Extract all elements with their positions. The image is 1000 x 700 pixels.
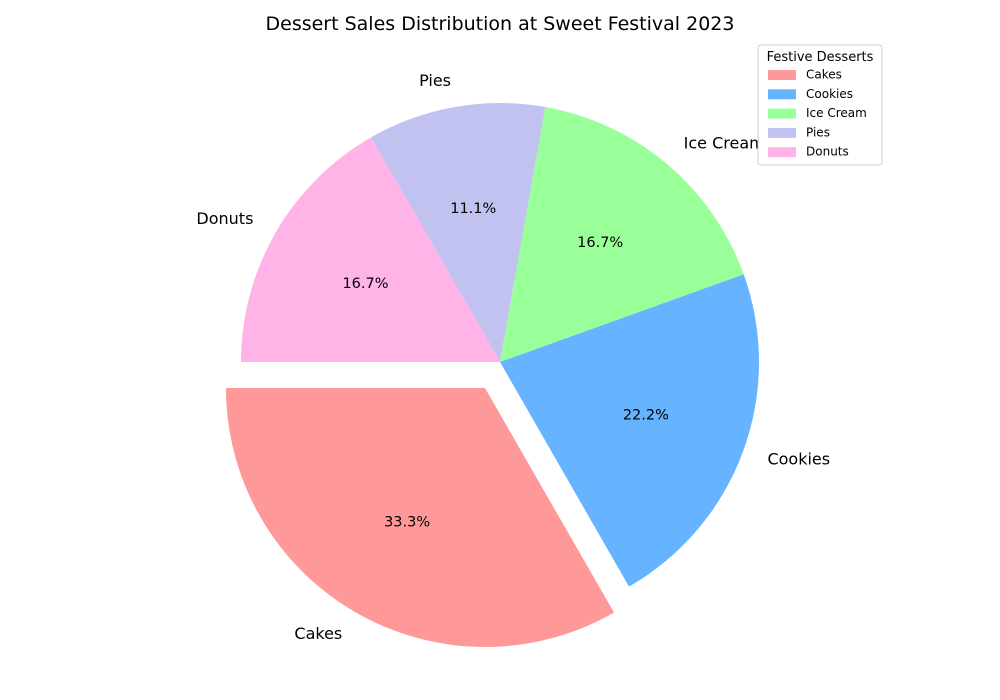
pie-slice-pies [370, 103, 546, 362]
legend-entries: Cakes Cookies Ice Cream Pies Donuts [768, 68, 867, 159]
pie-slice-cakes [225, 387, 615, 647]
legend-swatch-cakes [768, 70, 796, 80]
slice-label-cookies: Cookies [767, 450, 830, 469]
legend-swatch-pies [768, 127, 796, 138]
pie-slices: Cakes 33.3% Cookies 22.2% Ice Cream 16.7% Pies… [196, 71, 830, 647]
legend-swatch-cookies [768, 89, 796, 100]
legend-swatch-ice-cream [768, 108, 796, 119]
legend-label-cakes: Cakes [806, 68, 842, 82]
slice-percent-ice-cream: 16.7% [577, 235, 623, 251]
slice-label-donuts: Donuts [196, 209, 253, 228]
slice-label-cakes: Cakes [294, 624, 342, 643]
slice-percent-cakes: 33.3% [384, 514, 430, 530]
legend-title: Festive Desserts [767, 50, 874, 65]
legend-label-cookies: Cookies [806, 87, 853, 101]
legend-label-pies: Pies [806, 125, 830, 139]
chart-title: Dessert Sales Distribution at Sweet Fest… [266, 13, 735, 35]
slice-label-ice-cream: Ice Cream [684, 134, 765, 153]
legend-swatch-donuts [768, 147, 796, 158]
slice-percent-cookies: 22.2% [623, 408, 669, 424]
legend-label-donuts: Donuts [806, 145, 849, 159]
slice-percent-donuts: 16.7% [342, 276, 388, 292]
slice-percent-pies: 11.1% [450, 201, 496, 217]
legend: Festive Desserts Cakes Cookies Ice Cream Pi… [757, 44, 883, 166]
legend-label-ice-cream: Ice Cream [806, 106, 867, 120]
pie-slice-ice-cream [500, 106, 744, 363]
pie-slice-donuts [241, 137, 500, 362]
slice-label-pies: Pies [419, 71, 451, 90]
pie-slice-cookies [500, 274, 759, 587]
